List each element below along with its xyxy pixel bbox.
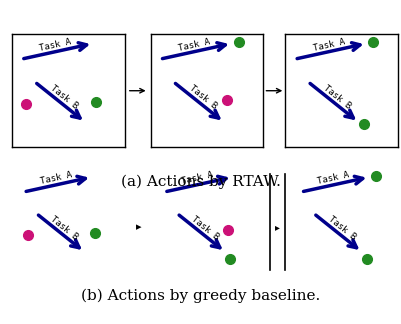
Text: Task B: Task B: [49, 214, 79, 241]
Text: Task B: Task B: [49, 83, 79, 110]
Text: Task B: Task B: [326, 214, 356, 241]
Text: Task B: Task B: [187, 83, 218, 110]
Text: ▸: ▸: [274, 222, 279, 232]
Text: Task A: Task A: [39, 170, 73, 186]
Text: ▸: ▸: [136, 222, 141, 232]
Text: Task A: Task A: [177, 37, 211, 52]
Text: Task B: Task B: [189, 214, 220, 241]
Text: Task A: Task A: [312, 37, 345, 52]
Text: Task A: Task A: [316, 170, 350, 186]
Text: (b) Actions by greedy baseline.: (b) Actions by greedy baseline.: [81, 288, 320, 303]
Text: Task A: Task A: [180, 170, 213, 186]
Text: Task B: Task B: [321, 83, 352, 110]
Text: Task A: Task A: [39, 37, 72, 52]
Text: (a) Actions by RTAW.: (a) Actions by RTAW.: [121, 175, 280, 189]
